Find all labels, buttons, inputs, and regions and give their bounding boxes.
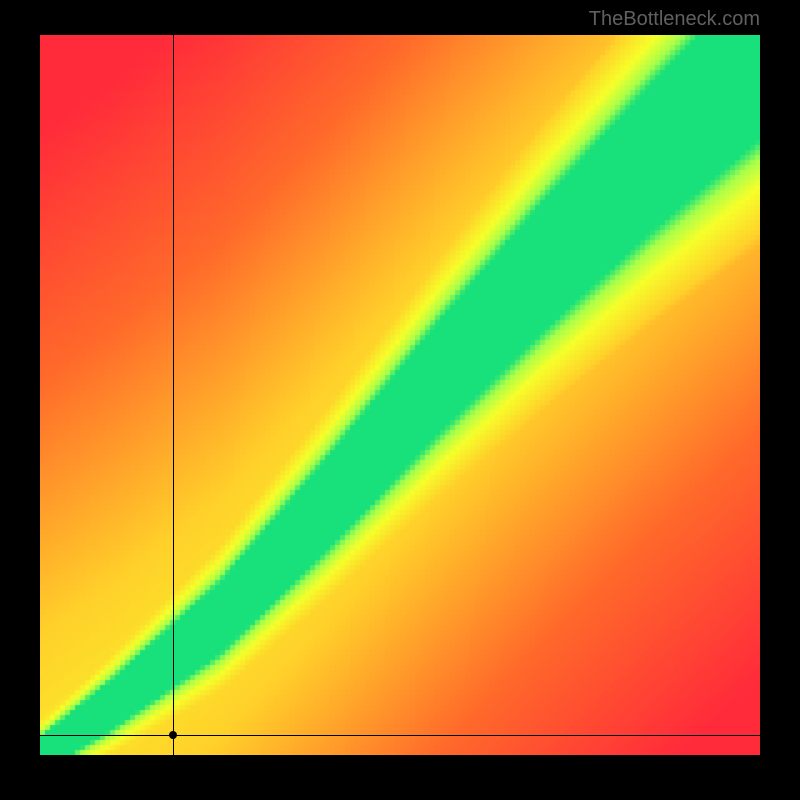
bottleneck-heatmap xyxy=(40,35,760,755)
plot-area xyxy=(40,35,760,755)
crosshair-vertical xyxy=(173,35,174,755)
watermark-text: TheBottleneck.com xyxy=(589,8,760,31)
crosshair-horizontal xyxy=(40,735,760,736)
marker-dot xyxy=(169,731,177,739)
